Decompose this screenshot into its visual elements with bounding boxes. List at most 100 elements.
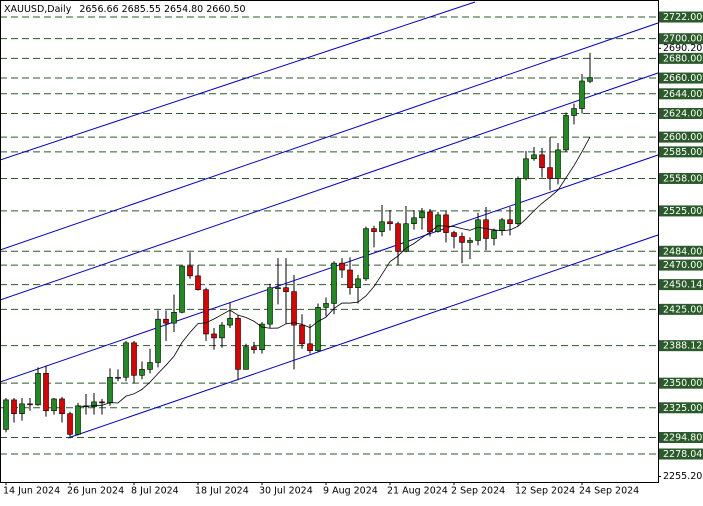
x-tick-label: 26 Jun 2024: [67, 486, 124, 497]
candle-body: [131, 342, 137, 376]
plot: [3, 52, 593, 439]
candle-body: [107, 376, 113, 404]
level-label: 2484.00: [663, 246, 702, 257]
candle-body: [99, 401, 105, 404]
candle-body: [259, 323, 265, 351]
level-label-box: [659, 402, 703, 414]
level-label-box: [659, 432, 703, 444]
level-label-box: [659, 448, 703, 460]
candle-body: [331, 262, 337, 304]
candle-body: [67, 413, 73, 435]
candle-body: [539, 154, 545, 168]
candle-body: [515, 178, 521, 225]
axes: 2722.00 2700.00 2680.00 2660.00 2644.00 2624.…: [3, 11, 703, 497]
level-label: 2644.00: [663, 89, 702, 100]
level-label: 2278.04: [663, 449, 702, 460]
x-tick-label: 8 Jul 2024: [131, 486, 179, 497]
candle-body: [171, 312, 177, 324]
trend-line: [0, 154, 659, 383]
level-label-box: [659, 72, 703, 84]
x-tick-label: 30 Jul 2024: [259, 486, 313, 497]
level-label: 2680.00: [663, 53, 702, 64]
x-tick-label: 18 Jul 2024: [195, 486, 249, 497]
candle-body: [195, 275, 201, 290]
level-label: 2558.00: [663, 173, 702, 184]
candle-body: [251, 346, 257, 351]
candle-body: [211, 333, 217, 339]
y-tick-label: 2690.20: [663, 43, 702, 54]
candle-body: [235, 317, 241, 370]
header: XAUUSD,Daily 2656.66 2685.55 2654.80 2660…: [4, 4, 246, 15]
candle-body: [403, 223, 409, 252]
candle-body: [411, 217, 417, 225]
x-tick-label: 12 Sep 2024: [515, 486, 575, 497]
x-tick-label: 24 Sep 2024: [579, 486, 639, 497]
candle-body: [531, 154, 537, 160]
candle-body: [203, 289, 209, 335]
trend-line: [0, 72, 659, 301]
plot-frame: [0, 0, 659, 483]
candle-body: [139, 369, 145, 376]
candle-body: [475, 219, 481, 241]
candle-body: [499, 219, 505, 231]
level-label: 2450.14: [663, 280, 702, 291]
candle-body: [371, 228, 377, 232]
level-label: 2624.00: [663, 108, 702, 119]
candle-body: [227, 317, 233, 326]
level-label: 2388.12: [663, 341, 702, 352]
candle-body: [563, 115, 569, 151]
candle-body: [555, 149, 561, 179]
level-label: 2425.00: [663, 304, 702, 315]
x-tick-label: 9 Aug 2024: [323, 486, 378, 497]
level-label: 2585.00: [663, 147, 702, 158]
y-tick-label: 2255.20: [663, 471, 702, 482]
candle-body: [219, 324, 225, 339]
x-tick-label: 14 Jun 2024: [3, 486, 60, 497]
candle-body: [187, 265, 193, 277]
candle-body: [59, 398, 65, 414]
trend-line: [0, 22, 659, 251]
candle-body: [75, 405, 81, 435]
level-label: 2722.00: [663, 12, 702, 23]
candle-body: [395, 223, 401, 252]
candle-body: [155, 318, 161, 363]
candle-body: [467, 240, 473, 243]
level-label-box: [659, 205, 703, 217]
candle-body: [19, 403, 25, 414]
level-label: 2325.00: [663, 403, 702, 414]
candle-body: [11, 399, 17, 414]
level-label: 2600.00: [663, 132, 702, 143]
level-label: 2350.00: [663, 378, 702, 389]
candle-body: [27, 403, 33, 406]
level-label-box: [659, 52, 703, 64]
level-label-box: [659, 259, 703, 271]
candle-body: [91, 401, 97, 408]
x-tick-label: 2 Sep 2024: [451, 486, 505, 497]
candle-body: [51, 398, 57, 412]
level-label-box: [659, 377, 703, 389]
candle-body: [363, 228, 369, 280]
candle-body: [547, 167, 553, 179]
candle-body: [339, 262, 345, 271]
level-label-box: [659, 33, 703, 45]
level-label: 2294.80: [663, 433, 702, 444]
candle-body: [587, 77, 593, 82]
trend-line: [0, 1, 476, 161]
moving-average: [77, 136, 591, 408]
candle-body: [147, 362, 153, 370]
candle-body: [283, 287, 289, 292]
symbol: XAUUSD,Daily: [4, 4, 72, 15]
level-label-box: [659, 303, 703, 315]
candle-body: [267, 287, 273, 325]
level-label: 2470.00: [663, 260, 702, 271]
level-label-box: [659, 340, 703, 352]
candle-body: [115, 376, 121, 379]
candle-body: [163, 318, 169, 324]
candle-body: [435, 214, 441, 232]
candle-body: [291, 291, 297, 326]
candle-body: [123, 342, 129, 378]
candle-body: [35, 373, 41, 406]
candle-body: [323, 303, 329, 308]
level-label: 2525.00: [663, 206, 702, 217]
